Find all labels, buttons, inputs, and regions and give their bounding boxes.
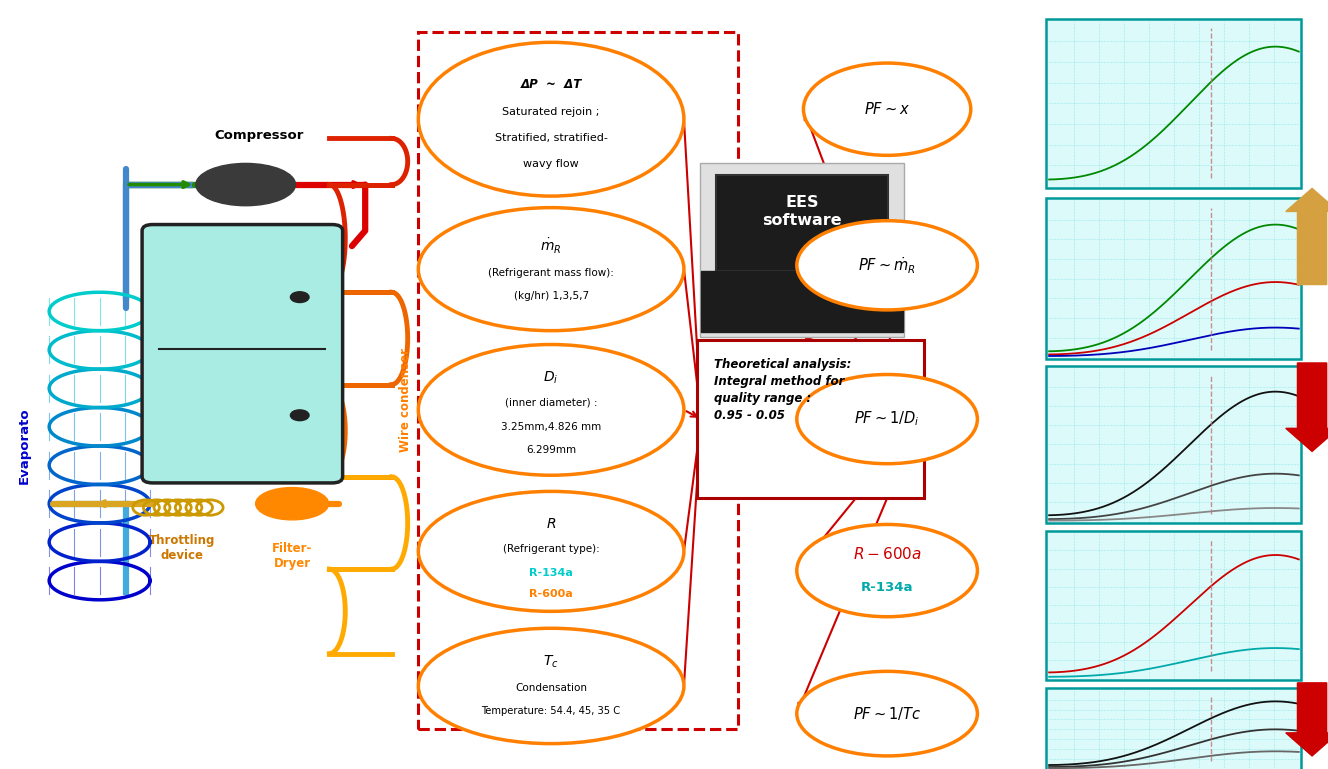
Text: Saturated rejoin ;: Saturated rejoin ; [502,106,600,117]
Text: Temperature: 54.4, 45, 35 C: Temperature: 54.4, 45, 35 C [482,706,620,717]
FancyBboxPatch shape [700,163,904,337]
Text: ΔP  ~  ΔT: ΔP ~ ΔT [521,78,582,91]
Text: 6.299mm: 6.299mm [526,444,576,455]
FancyBboxPatch shape [1046,366,1301,523]
Text: Stratified, stratified-: Stratified, stratified- [495,133,607,144]
Ellipse shape [197,163,296,205]
Text: Evaporato: Evaporato [17,408,31,484]
FancyBboxPatch shape [1046,19,1301,188]
Ellipse shape [418,491,684,611]
FancyBboxPatch shape [1046,198,1301,359]
FancyArrow shape [1286,683,1328,756]
Circle shape [291,410,309,421]
Text: 3.25mm,4.826 mm: 3.25mm,4.826 mm [501,421,602,432]
FancyArrow shape [1286,363,1328,451]
Ellipse shape [418,345,684,475]
Text: $R - 600a$: $R - 600a$ [853,546,922,561]
Text: $PF \sim \dot{m}_R$: $PF \sim \dot{m}_R$ [858,255,916,275]
Text: EES
software: EES software [762,195,842,228]
Text: $\dot{m}_R$: $\dot{m}_R$ [540,237,562,255]
Text: Condensation: Condensation [515,683,587,694]
FancyBboxPatch shape [1046,688,1301,769]
Text: $PF \sim 1/Tc$: $PF \sim 1/Tc$ [853,705,922,722]
Text: (kg/hr) 1,3,5,7: (kg/hr) 1,3,5,7 [514,291,588,301]
Text: $T_c$: $T_c$ [543,653,559,670]
Text: Wire condenser: Wire condenser [398,348,412,452]
Text: Theoretical analysis:
Integral method for
quality range :
0.95 - 0.05: Theoretical analysis: Integral method fo… [714,358,851,421]
Text: $PF \sim 1/D_i$: $PF \sim 1/D_i$ [854,410,920,428]
FancyBboxPatch shape [697,340,924,498]
Text: (inner diameter) :: (inner diameter) : [505,397,598,408]
Text: $D_i$: $D_i$ [543,369,559,386]
Ellipse shape [418,208,684,331]
Ellipse shape [797,375,977,464]
FancyBboxPatch shape [701,271,903,332]
Text: Filter-
Dryer: Filter- Dryer [272,542,312,570]
Text: wavy flow: wavy flow [523,158,579,169]
FancyBboxPatch shape [716,175,888,271]
Ellipse shape [797,524,977,617]
Text: $PF \sim x$: $PF \sim x$ [865,102,910,117]
Ellipse shape [256,488,329,520]
FancyBboxPatch shape [1046,531,1301,680]
FancyBboxPatch shape [142,225,343,483]
Text: (Refrigerant type):: (Refrigerant type): [503,544,599,554]
Ellipse shape [797,221,977,310]
Ellipse shape [418,628,684,744]
Text: R-134a: R-134a [529,568,574,578]
Text: R-600a: R-600a [530,588,572,599]
FancyArrow shape [1286,188,1328,285]
Ellipse shape [803,63,971,155]
Text: R-134a: R-134a [861,581,914,594]
Text: (Refrigerant mass flow):: (Refrigerant mass flow): [489,268,614,278]
Ellipse shape [418,42,684,196]
Circle shape [291,291,309,302]
Text: $R$: $R$ [546,518,556,531]
Ellipse shape [797,671,977,756]
Text: Throttling
device: Throttling device [149,534,215,562]
Text: Compressor: Compressor [214,129,304,142]
